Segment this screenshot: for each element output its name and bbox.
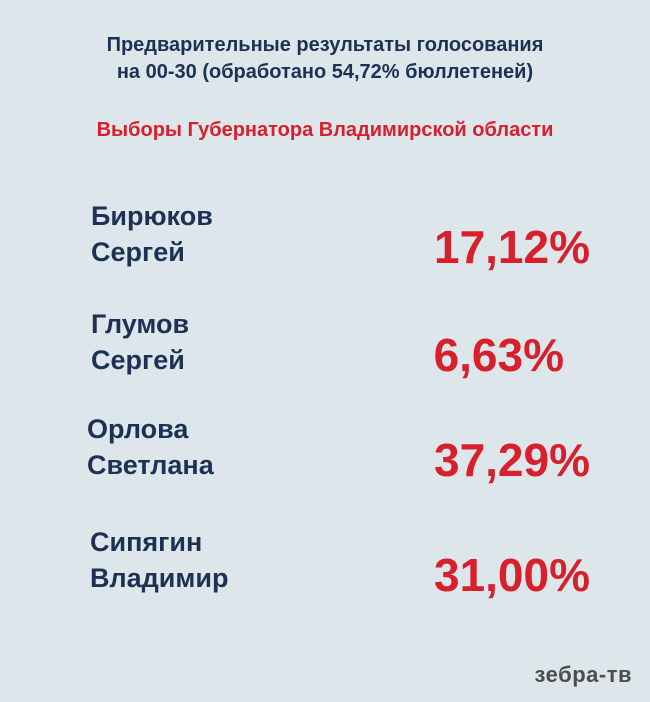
results-header: Предварительные результаты голосования н… bbox=[0, 32, 650, 86]
candidate-row: Глумов Сергей 6,63% bbox=[0, 306, 650, 396]
candidate-first-name: Сергей bbox=[91, 237, 185, 267]
candidate-row: Бирюков Сергей 17,12% bbox=[0, 198, 650, 288]
header-line-1: Предварительные результаты голосования bbox=[106, 34, 544, 56]
candidate-first-name: Сергей bbox=[91, 345, 185, 375]
candidate-name: Глумов Сергей bbox=[91, 306, 189, 378]
candidate-first-name: Владимир bbox=[90, 563, 229, 593]
candidate-surname: Бирюков bbox=[91, 201, 213, 231]
candidate-name: Орлова Светлана bbox=[87, 411, 214, 483]
candidate-surname: Сипягин bbox=[90, 527, 203, 557]
header-line-2: на 00-30 (обработано 54,72% бюллетеней) bbox=[116, 61, 534, 83]
election-title: Выборы Губернатора Владимирской области bbox=[96, 119, 554, 141]
candidate-first-name: Светлана bbox=[87, 450, 214, 480]
candidate-percent: 17,12% bbox=[433, 221, 590, 273]
candidate-percent: 37,29% bbox=[433, 434, 590, 486]
candidate-name: Бирюков Сергей bbox=[91, 198, 213, 270]
zebra-tv-logo: зебра-тв bbox=[534, 662, 632, 687]
candidate-name: Сипягин Владимир bbox=[90, 524, 228, 596]
candidate-percent: 6,63% bbox=[433, 329, 564, 381]
candidate-row: Орлова Светлана 37,29% bbox=[0, 411, 650, 501]
candidate-percent: 31,00% bbox=[433, 549, 590, 601]
candidate-surname: Орлова bbox=[87, 414, 189, 444]
candidate-row: Сипягин Владимир 31,00% bbox=[0, 524, 650, 614]
candidate-surname: Глумов bbox=[91, 309, 190, 339]
